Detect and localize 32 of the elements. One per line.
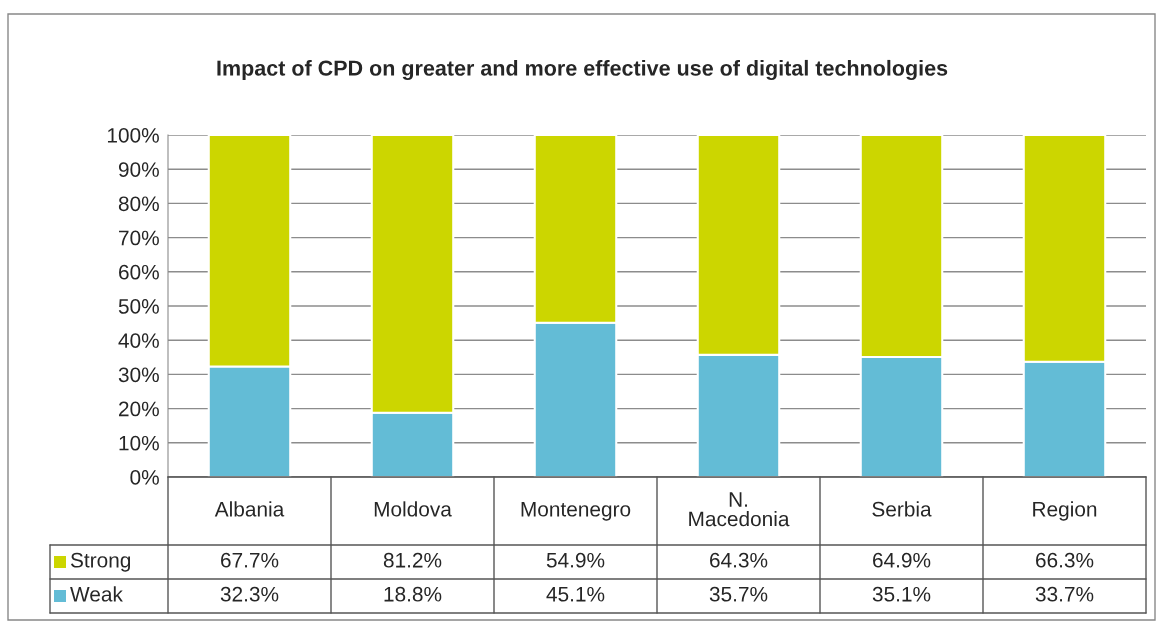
x-tick-label: Albania — [214, 501, 285, 517]
x-tick-label: Region — [1033, 501, 1097, 521]
y-tick-label: 30% — [118, 367, 159, 383]
y-tick-label: 60% — [119, 264, 159, 280]
data-label: 32.3% — [220, 586, 279, 602]
y-tick-label: 100% — [107, 128, 159, 143]
y-tick-label: 80% — [118, 196, 159, 212]
data-label: 64.3% — [710, 552, 768, 568]
x-tick-label: Montenegro — [521, 502, 631, 521]
data-label: 54.9% — [546, 552, 605, 568]
chart-title: Impact of CPD on greater and more effective use of digital technologies — [217, 59, 948, 81]
y-tick-label: 40% — [118, 333, 159, 348]
y-tick-label: 50% — [118, 299, 159, 314]
data-label: 81.2% — [383, 552, 442, 568]
data-label: 67.7% — [221, 552, 279, 568]
data-label: 66.3% — [1036, 552, 1094, 568]
x-tick-label: N. Macedonia — [689, 492, 790, 527]
data-label: 45.1% — [546, 586, 605, 602]
data-label: 35.1% — [872, 586, 931, 602]
data-label: 35.7% — [709, 586, 768, 602]
y-tick-label: 0% — [130, 470, 159, 485]
y-tick-label: 90% — [118, 162, 159, 177]
y-tick-label: 70% — [119, 230, 159, 246]
legend-label: Strong — [70, 552, 131, 572]
y-tick-label: 20% — [119, 401, 159, 417]
x-tick-label: Moldova — [374, 501, 452, 517]
y-tick-label: 10% — [119, 435, 159, 451]
data-label: 33.7% — [1035, 586, 1094, 602]
data-label: 64.9% — [873, 552, 931, 568]
x-tick-label: Serbia — [872, 501, 932, 517]
legend-label: Weak — [70, 586, 123, 602]
data-label: 18.8% — [384, 586, 442, 602]
